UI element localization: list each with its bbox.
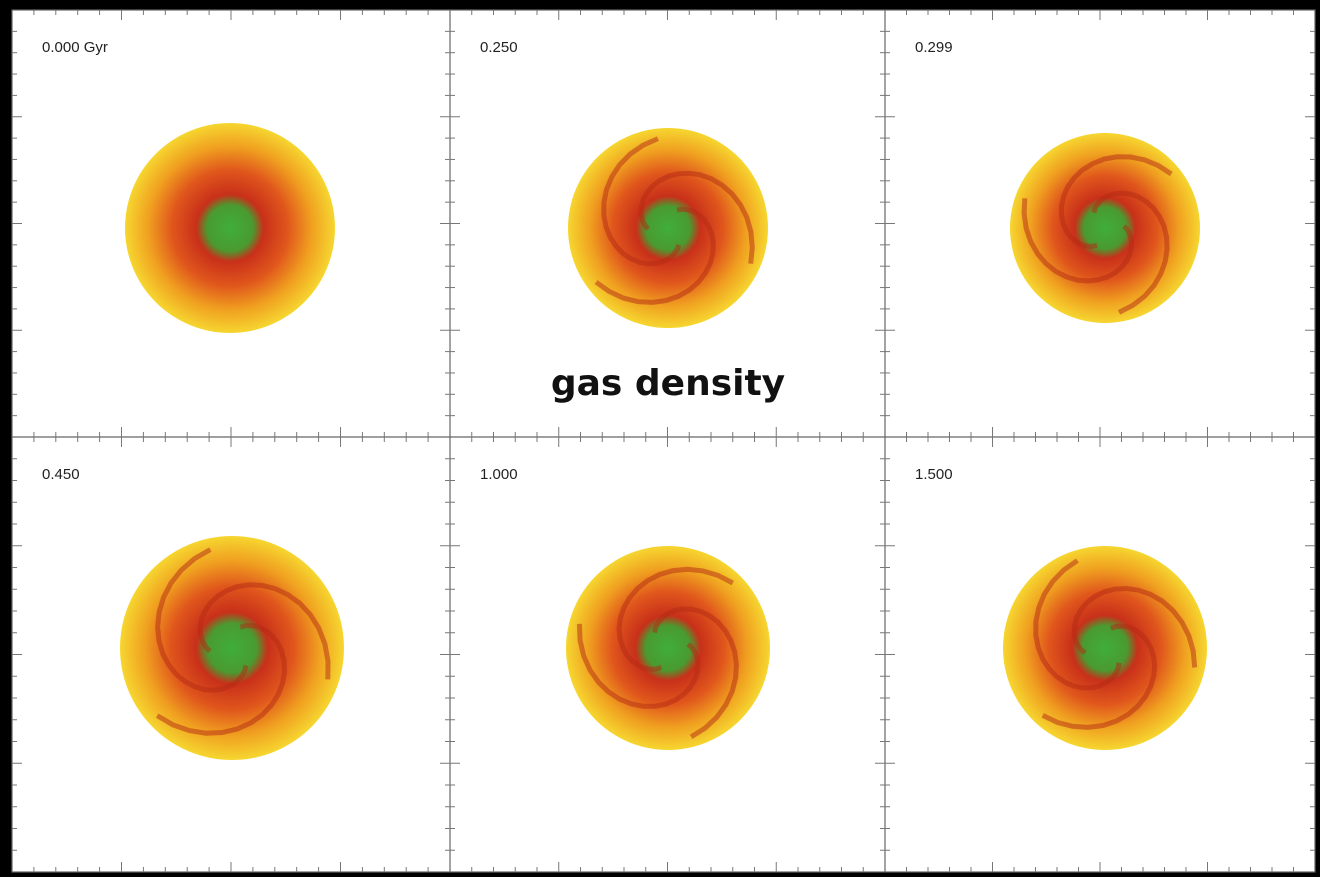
gas-disk — [1003, 546, 1207, 750]
gas-disk — [566, 546, 770, 750]
page: {"panels": [{"label": "0.000 Gyr"}, {"la… — [0, 0, 1320, 877]
panel-label: 1.500 — [915, 466, 953, 483]
gas-disk — [1010, 133, 1200, 323]
panel-label: 1.000 — [480, 466, 518, 483]
panel-label: 0.000 Gyr — [42, 39, 108, 56]
panel-label: 0.450 — [42, 466, 80, 483]
panel-label: 0.299 — [915, 39, 953, 56]
gas-disk — [120, 536, 344, 760]
gas-disk — [125, 123, 335, 333]
panel-label: 0.250 — [480, 39, 518, 56]
caption: gas density — [551, 363, 785, 404]
figure: 0.000 Gyr 0.250 0.299 0.450 1.000 1.500 gas d… — [0, 0, 1320, 877]
